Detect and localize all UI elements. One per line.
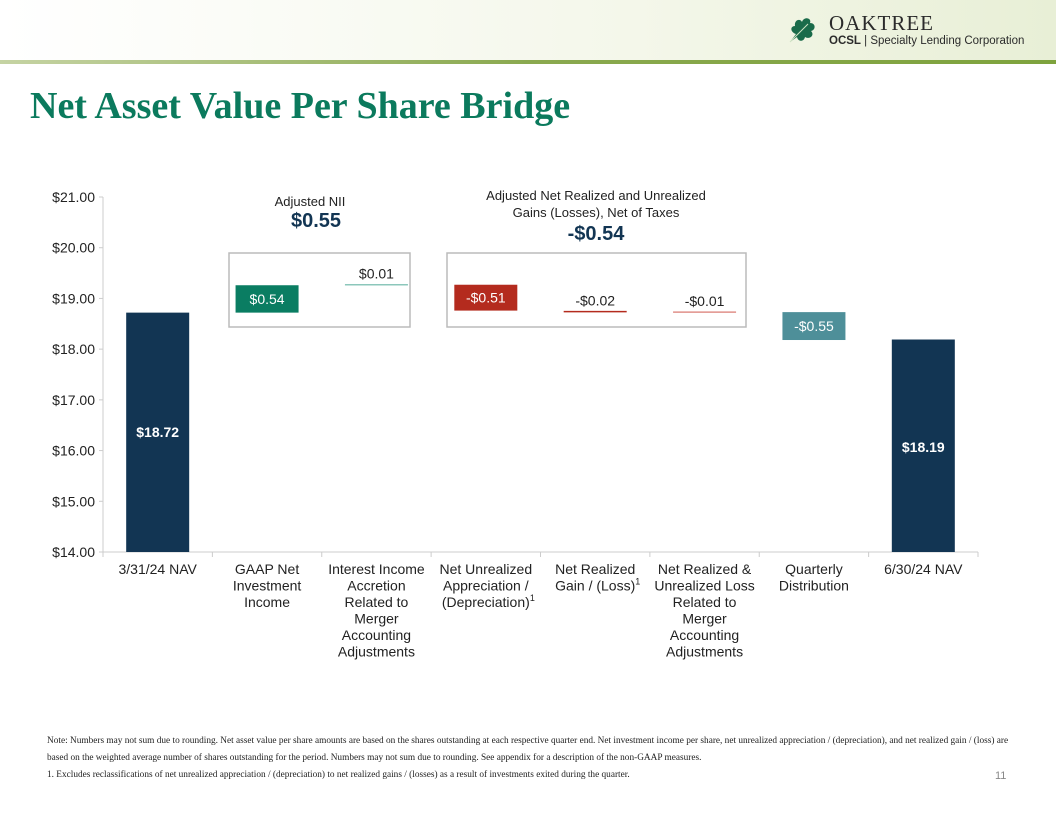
x-tick-label: (Depreciation) <box>442 594 530 610</box>
bar-6 <box>782 312 846 341</box>
x-tick-label: Net Unrealized <box>440 561 533 577</box>
bar-7 <box>891 339 955 552</box>
y-tick-label: $16.00 <box>52 443 95 459</box>
x-tick-label: 6/30/24 NAV <box>884 561 963 577</box>
adjusted-nii-box <box>228 252 411 328</box>
data-label: $18.19 <box>902 439 945 455</box>
data-label: $18.72 <box>136 424 179 440</box>
brand-subtitle: OCSL | Specialty Lending Corporation <box>829 35 1024 47</box>
data-label: $0.54 <box>250 291 285 307</box>
header-divider <box>0 60 1056 64</box>
y-tick-label: $14.00 <box>52 544 95 560</box>
x-tick-label: Accounting <box>342 627 411 643</box>
nav-bridge-chart: $14.00 $15.00 $16.00 $17.00 $18.00 $19.00 $20.… <box>52 188 979 660</box>
y-tick-label: $17.00 <box>52 392 95 408</box>
x-tick-label: Merger <box>682 611 727 627</box>
x-tick-label: 3/31/24 NAV <box>119 561 198 577</box>
group-title: Adjusted NII <box>275 194 346 209</box>
x-tick-label: Income <box>244 594 290 610</box>
group-value: -$0.54 <box>568 223 626 245</box>
x-tick-label: Appreciation / <box>443 578 529 594</box>
bar-0 <box>126 312 190 552</box>
data-label: $0.01 <box>359 266 394 282</box>
x-tick-label: Merger <box>354 611 399 627</box>
bar-3 <box>454 284 518 311</box>
x-tick-label: Adjustments <box>338 644 415 660</box>
x-tick-label: Net Realized <box>555 561 635 577</box>
data-label: -$0.51 <box>466 290 506 306</box>
oak-leaf-logo-icon <box>789 18 815 43</box>
footnote-mark: 1 <box>530 593 535 603</box>
x-tick-label: GAAP Net <box>235 561 299 577</box>
x-tick-label: Accretion <box>347 578 405 594</box>
group-title: Gains (Losses), Net of Taxes <box>513 205 680 220</box>
footnote-mark: 1 <box>635 577 640 587</box>
y-tick-label: $21.00 <box>52 189 95 205</box>
x-tick-label: Unrealized Loss <box>654 578 754 594</box>
ticker: OCSL <box>829 35 861 47</box>
x-tick-label: Related to <box>673 594 737 610</box>
header-band <box>0 0 1056 62</box>
page-number: 11 <box>995 770 1007 782</box>
company-name: | Specialty Lending Corporation <box>860 35 1025 47</box>
data-label: -$0.02 <box>575 293 615 309</box>
note-text: Note: Numbers may not sum due to roundin… <box>47 736 1009 763</box>
x-tick-label: Investment <box>233 578 302 594</box>
x-tick-label: Quarterly <box>785 561 843 577</box>
data-label: -$0.55 <box>794 318 834 334</box>
footnote-1: 1. Excludes reclassifications of net unr… <box>47 770 630 780</box>
x-tick-label: Distribution <box>779 578 849 594</box>
group-title: Adjusted Net Realized and Unrealized <box>486 188 706 203</box>
bar-1 <box>235 285 299 313</box>
y-tick-label: $20.00 <box>52 240 95 256</box>
x-tick-label: Interest Income <box>328 561 425 577</box>
y-tick-label: $19.00 <box>52 290 95 306</box>
data-label: -$0.01 <box>685 293 725 309</box>
page-title: Net Asset Value Per Share Bridge <box>30 85 571 127</box>
y-tick-label: $15.00 <box>52 493 95 509</box>
x-tick-label: Accounting <box>670 627 739 643</box>
x-tick-label: Adjustments <box>666 644 743 660</box>
group-value: $0.55 <box>291 210 341 232</box>
x-tick-label: Net Realized & <box>658 561 752 577</box>
notes: Note: Numbers may not sum due to roundin… <box>47 733 1012 784</box>
brand-name: OAKTREE <box>829 11 934 35</box>
x-tick-label: Gain / (Loss) <box>555 578 635 594</box>
adjusted-gains-box <box>446 252 747 328</box>
y-tick-label: $18.00 <box>52 341 95 357</box>
x-tick-label: Related to <box>345 594 409 610</box>
